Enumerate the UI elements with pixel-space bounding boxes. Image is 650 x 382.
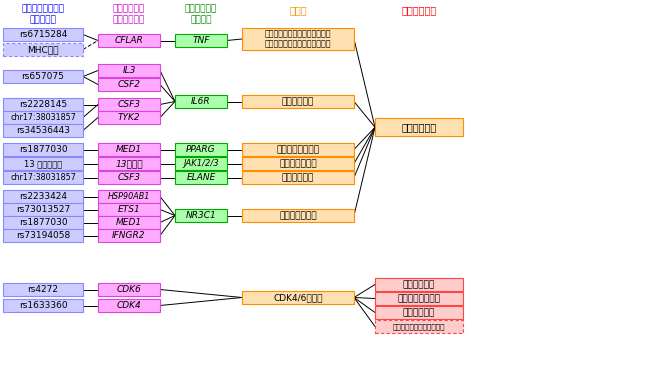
Bar bbox=[3, 28, 83, 41]
Text: rs73013527: rs73013527 bbox=[16, 205, 70, 214]
Bar bbox=[3, 98, 83, 111]
Text: 乾癬性関節炎: 乾癬性関節炎 bbox=[403, 308, 435, 317]
Bar bbox=[98, 143, 160, 156]
Text: TNF: TNF bbox=[192, 36, 210, 45]
Text: CFLAR: CFLAR bbox=[114, 36, 144, 45]
Bar bbox=[98, 203, 160, 216]
Text: CDK4: CDK4 bbox=[116, 301, 142, 310]
Bar bbox=[3, 299, 83, 312]
Bar bbox=[375, 278, 463, 291]
Bar bbox=[3, 229, 83, 242]
Text: rs4272: rs4272 bbox=[27, 285, 58, 294]
Text: 関節リウマチ
感受性遺伝子: 関節リウマチ 感受性遺伝子 bbox=[113, 4, 145, 24]
Text: スルファサラジン: スルファサラジン bbox=[276, 145, 320, 154]
Text: 13遺伝子: 13遺伝子 bbox=[115, 159, 143, 168]
Text: CSF2: CSF2 bbox=[118, 80, 140, 89]
Bar bbox=[98, 111, 160, 124]
Bar bbox=[242, 28, 354, 50]
Bar bbox=[175, 95, 227, 108]
Text: CSF3: CSF3 bbox=[118, 173, 140, 182]
Bar bbox=[175, 34, 227, 47]
Bar bbox=[3, 216, 83, 229]
Text: タンパク質間
相互作用: タンパク質間 相互作用 bbox=[185, 4, 217, 24]
Bar bbox=[175, 209, 227, 222]
Text: 乳癌・肝臓癌: 乳癌・肝臓癌 bbox=[403, 280, 435, 289]
Bar bbox=[375, 292, 463, 305]
Bar bbox=[242, 209, 354, 222]
Bar bbox=[98, 299, 160, 312]
Bar bbox=[242, 143, 354, 156]
Text: rs2228145: rs2228145 bbox=[19, 100, 67, 109]
Text: 関節リウマチ: 関節リウマチ bbox=[402, 122, 437, 132]
Text: エタネルセプト、アダリムマブ
インフリキシマブ、ゴリムマブ: エタネルセプト、アダリムマブ インフリキシマブ、ゴリムマブ bbox=[265, 29, 332, 49]
Text: CDK4/6阻害剤: CDK4/6阻害剤 bbox=[273, 293, 323, 302]
Text: 治療薬: 治療薬 bbox=[289, 5, 307, 15]
Text: 白血病・リンパ腫: 白血病・リンパ腫 bbox=[398, 294, 441, 303]
Text: トシリズマブ: トシリズマブ bbox=[282, 97, 314, 106]
Bar bbox=[375, 320, 463, 333]
Text: ELANE: ELANE bbox=[187, 173, 216, 182]
Text: NR3C1: NR3C1 bbox=[186, 211, 216, 220]
Bar bbox=[3, 190, 83, 203]
Text: rs1877030: rs1877030 bbox=[19, 145, 68, 154]
Bar bbox=[175, 171, 227, 184]
Bar bbox=[3, 111, 83, 124]
Bar bbox=[242, 95, 354, 108]
Bar bbox=[98, 34, 160, 47]
Text: rs73194058: rs73194058 bbox=[16, 231, 70, 240]
Text: TYK2: TYK2 bbox=[118, 113, 140, 122]
Text: イグラチモド: イグラチモド bbox=[282, 173, 314, 182]
Text: rs2233424: rs2233424 bbox=[19, 192, 67, 201]
Bar bbox=[3, 171, 83, 184]
Bar bbox=[175, 143, 227, 156]
Bar bbox=[3, 283, 83, 296]
Text: トファシチニブ: トファシチニブ bbox=[280, 159, 317, 168]
Text: PPARG: PPARG bbox=[186, 145, 216, 154]
Text: 13 一塩基多型: 13 一塩基多型 bbox=[24, 159, 62, 168]
Text: rs1877030: rs1877030 bbox=[19, 218, 68, 227]
Bar bbox=[375, 306, 463, 319]
Text: IL6R: IL6R bbox=[191, 97, 211, 106]
Text: rs6715284: rs6715284 bbox=[19, 30, 67, 39]
Text: CSF3: CSF3 bbox=[118, 100, 140, 109]
Bar bbox=[98, 98, 160, 111]
Bar bbox=[98, 64, 160, 77]
Text: HSP90AB1: HSP90AB1 bbox=[108, 192, 150, 201]
Bar bbox=[3, 203, 83, 216]
Text: MHC領域: MHC領域 bbox=[27, 45, 58, 54]
Text: プレドニゾロン: プレドニゾロン bbox=[280, 211, 317, 220]
Bar bbox=[3, 70, 83, 83]
Bar bbox=[98, 283, 160, 296]
Text: MED1: MED1 bbox=[116, 145, 142, 154]
Bar bbox=[98, 190, 160, 203]
Text: ETS1: ETS1 bbox=[118, 205, 140, 214]
Bar bbox=[98, 229, 160, 242]
Bar bbox=[3, 157, 83, 170]
Bar bbox=[242, 171, 354, 184]
Text: rs657075: rs657075 bbox=[21, 72, 64, 81]
Bar bbox=[98, 216, 160, 229]
Text: 関節リウマチ関連
一塩基多型: 関節リウマチ関連 一塩基多型 bbox=[21, 4, 64, 24]
Bar bbox=[98, 157, 160, 170]
Bar bbox=[98, 78, 160, 91]
Text: IFNGR2: IFNGR2 bbox=[112, 231, 146, 240]
Text: 関節リウマチの動物モデル: 関節リウマチの動物モデル bbox=[393, 323, 445, 330]
Bar bbox=[3, 43, 83, 56]
Text: rs34536443: rs34536443 bbox=[16, 126, 70, 135]
Text: rs1633360: rs1633360 bbox=[19, 301, 68, 310]
Bar bbox=[3, 143, 83, 156]
Bar bbox=[175, 157, 227, 170]
Bar bbox=[242, 157, 354, 170]
Bar bbox=[375, 118, 463, 136]
Bar bbox=[98, 171, 160, 184]
Text: 治療対象疾患: 治療対象疾患 bbox=[402, 5, 437, 15]
Text: chr17:38031857: chr17:38031857 bbox=[10, 173, 76, 182]
Text: JAK1/2/3: JAK1/2/3 bbox=[183, 159, 219, 168]
Text: IL3: IL3 bbox=[122, 66, 136, 75]
Bar bbox=[242, 291, 354, 304]
Text: chr17:38031857: chr17:38031857 bbox=[10, 113, 76, 122]
Text: CDK6: CDK6 bbox=[116, 285, 142, 294]
Bar bbox=[3, 124, 83, 137]
Text: MED1: MED1 bbox=[116, 218, 142, 227]
